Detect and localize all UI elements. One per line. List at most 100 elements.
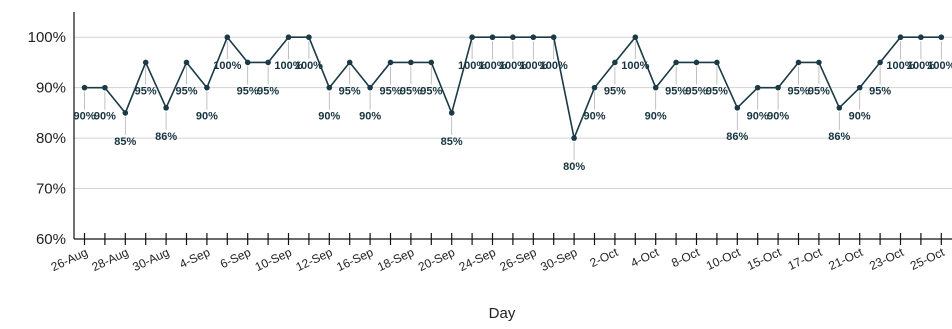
data-label: 100% [274,60,302,72]
data-point [591,84,598,91]
data-label: 80% [563,161,585,173]
data-point [754,84,761,91]
data-label: 95% [175,85,197,97]
data-label: 85% [441,136,463,148]
data-label: 90% [645,111,667,123]
data-point [469,34,475,41]
data-point [612,59,618,66]
data-label: 95% [257,85,279,97]
data-points [81,34,945,141]
y-tick-label: 90% [36,80,66,97]
x-tick-label: 17-Oct [786,245,825,273]
data-point [775,84,781,91]
data-point [652,84,659,91]
x-tick-label: 26-Aug [49,245,90,274]
x-tick-label: 30-Sep [538,245,579,274]
data-point [897,34,904,41]
data-point [550,34,557,41]
data-point [877,59,883,66]
data-point [244,59,251,66]
x-tick-label: 18-Sep [375,245,416,274]
data-label: 90% [318,111,340,123]
x-tick-label: 10-Oct [704,245,743,273]
data-label: 95% [808,85,830,97]
data-point [673,59,679,66]
data-label: 95% [685,85,707,97]
data-labels: 90%90%85%95%86%95%90%100%95%95%100%100%9… [73,60,952,173]
data-label: 95% [135,85,157,97]
data-label: 95% [237,85,259,97]
data-point [408,59,414,66]
data-label: 100% [886,60,914,72]
axes [73,12,952,245]
data-point [204,84,210,91]
data-label: 95% [339,85,361,97]
x-tick-label: 26-Sep [498,245,539,274]
data-point [346,59,353,66]
data-label: 100% [621,60,649,72]
x-tick-label: 21-Oct [826,245,865,273]
data-point [265,59,271,66]
data-point [387,59,394,66]
data-label: 100% [295,60,323,72]
data-point [836,105,843,111]
data-point [795,59,802,66]
data-label: 100% [213,60,241,72]
data-point [224,34,231,41]
data-label: 100% [927,60,952,72]
y-tick-label: 80% [36,130,66,147]
x-tick-label: 24-Sep [457,245,498,274]
data-label: 95% [400,85,422,97]
y-tick-label: 70% [36,181,66,198]
data-label: 95% [869,85,891,97]
x-tick-label: 30-Aug [130,245,171,274]
data-point [918,34,924,41]
x-tick-label: 4-Oct [628,245,661,270]
data-label: 100% [458,60,486,72]
data-label: 100% [478,60,506,72]
data-point [81,84,88,91]
x-tick-label: 8-Oct [669,245,702,270]
data-label: 100% [519,60,547,72]
data-point [326,84,333,91]
x-tick-label: 20-Sep [416,245,457,274]
y-tick-label: 60% [36,231,66,248]
y-tick-label: 100% [28,29,66,46]
data-point [122,110,129,116]
data-label: 85% [114,136,136,148]
x-tick-label: 16-Sep [334,245,375,274]
data-label: 90% [849,111,871,123]
data-label: 95% [665,85,687,97]
data-label: 86% [155,131,177,143]
data-point [489,34,496,41]
data-label: 100% [499,60,527,72]
x-tick-label: 6-Sep [218,245,253,271]
data-label: 100% [907,60,935,72]
data-point [163,105,169,111]
x-tick-labels: 26-Aug 28-Aug 30-Aug 4-Sep 6-Sep 10-Sep 12-Sep… [49,245,947,274]
data-label: 86% [828,131,850,143]
x-tick-label: 4-Sep [177,245,212,271]
data-label: 90% [747,111,769,123]
data-label: 90% [359,111,381,123]
label-leaders [84,41,942,161]
x-tick-label: 2-Oct [588,245,621,270]
data-label: 90% [583,111,605,123]
data-label: 95% [604,85,626,97]
x-tick-label: 23-Oct [867,245,906,273]
x-tick-label: 25-Oct [908,245,947,273]
data-point [530,34,537,41]
data-point [816,59,822,66]
data-point [856,84,863,91]
data-label: 90% [73,111,95,123]
data-point [428,59,435,66]
data-point [734,105,741,111]
data-label: 100% [540,60,568,72]
data-label: 90% [767,111,789,123]
data-point [142,59,149,66]
data-point [571,135,577,141]
x-axis-title: Day [489,305,516,322]
data-label: 95% [787,85,809,97]
